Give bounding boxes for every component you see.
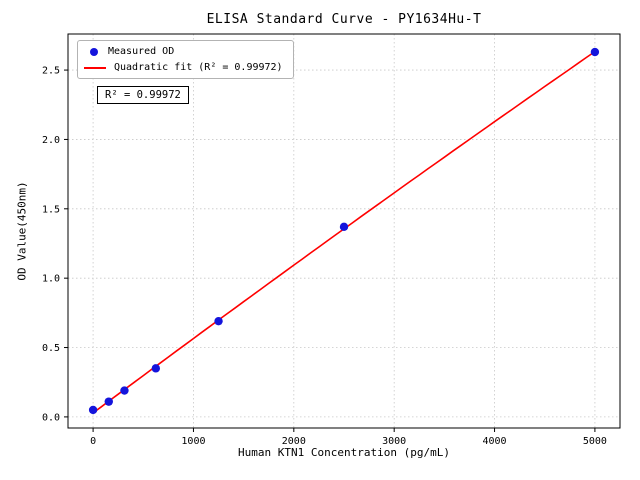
svg-text:0.0: 0.0 xyxy=(42,412,60,423)
svg-text:1000: 1000 xyxy=(181,436,205,447)
svg-text:2.5: 2.5 xyxy=(42,66,60,77)
fit-line-marker-icon xyxy=(84,66,106,69)
r-squared-annotation: R² = 0.99972 xyxy=(97,86,189,104)
legend: Measured OD Quadratic fit (R² = 0.99972) xyxy=(77,40,294,79)
legend-item-measured-od: Measured OD xyxy=(84,46,283,57)
legend-label-measured-od: Measured OD xyxy=(108,46,175,57)
legend-label-quadratic-fit: Quadratic fit (R² = 0.99972) xyxy=(114,62,283,73)
svg-text:2.0: 2.0 xyxy=(42,135,60,146)
svg-text:4000: 4000 xyxy=(482,436,506,447)
chart-title: ELISA Standard Curve - PY1634Hu-T xyxy=(206,12,482,27)
svg-text:3000: 3000 xyxy=(382,436,406,447)
svg-text:1.0: 1.0 xyxy=(42,274,60,285)
svg-text:0.5: 0.5 xyxy=(42,343,60,354)
svg-text:2000: 2000 xyxy=(282,436,306,447)
svg-text:0: 0 xyxy=(90,436,96,447)
measured-od-marker-icon xyxy=(90,47,98,56)
x-axis-label: Human KTN1 Concentration (pg/mL) xyxy=(238,446,450,459)
svg-text:1.5: 1.5 xyxy=(42,204,60,215)
svg-text:5000: 5000 xyxy=(583,436,607,447)
legend-item-quadratic-fit: Quadratic fit (R² = 0.99972) xyxy=(84,62,283,73)
